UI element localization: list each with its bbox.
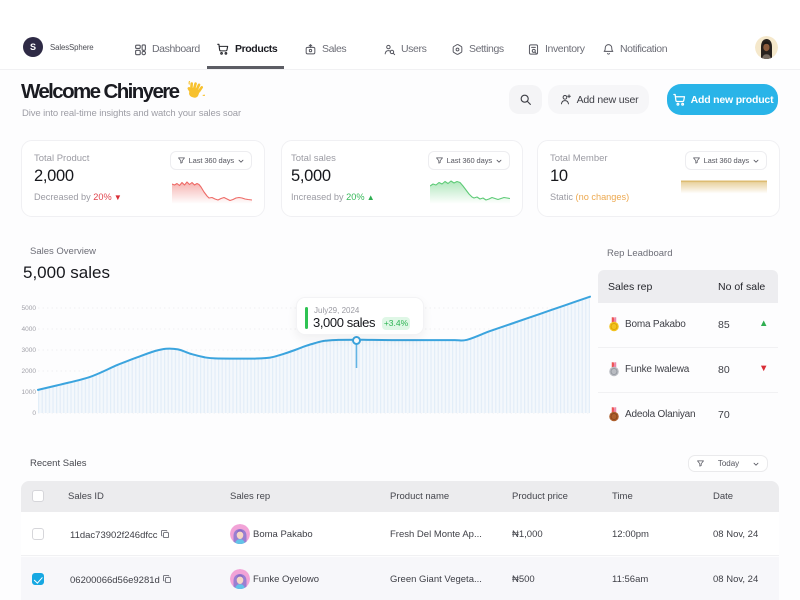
- svg-text:1000: 1000: [22, 389, 37, 396]
- svg-text:2000: 2000: [22, 368, 37, 375]
- svg-text:5000: 5000: [22, 305, 37, 312]
- svg-text:4000: 4000: [22, 326, 37, 333]
- svg-text:3000: 3000: [22, 347, 37, 354]
- svg-text:0: 0: [32, 410, 36, 417]
